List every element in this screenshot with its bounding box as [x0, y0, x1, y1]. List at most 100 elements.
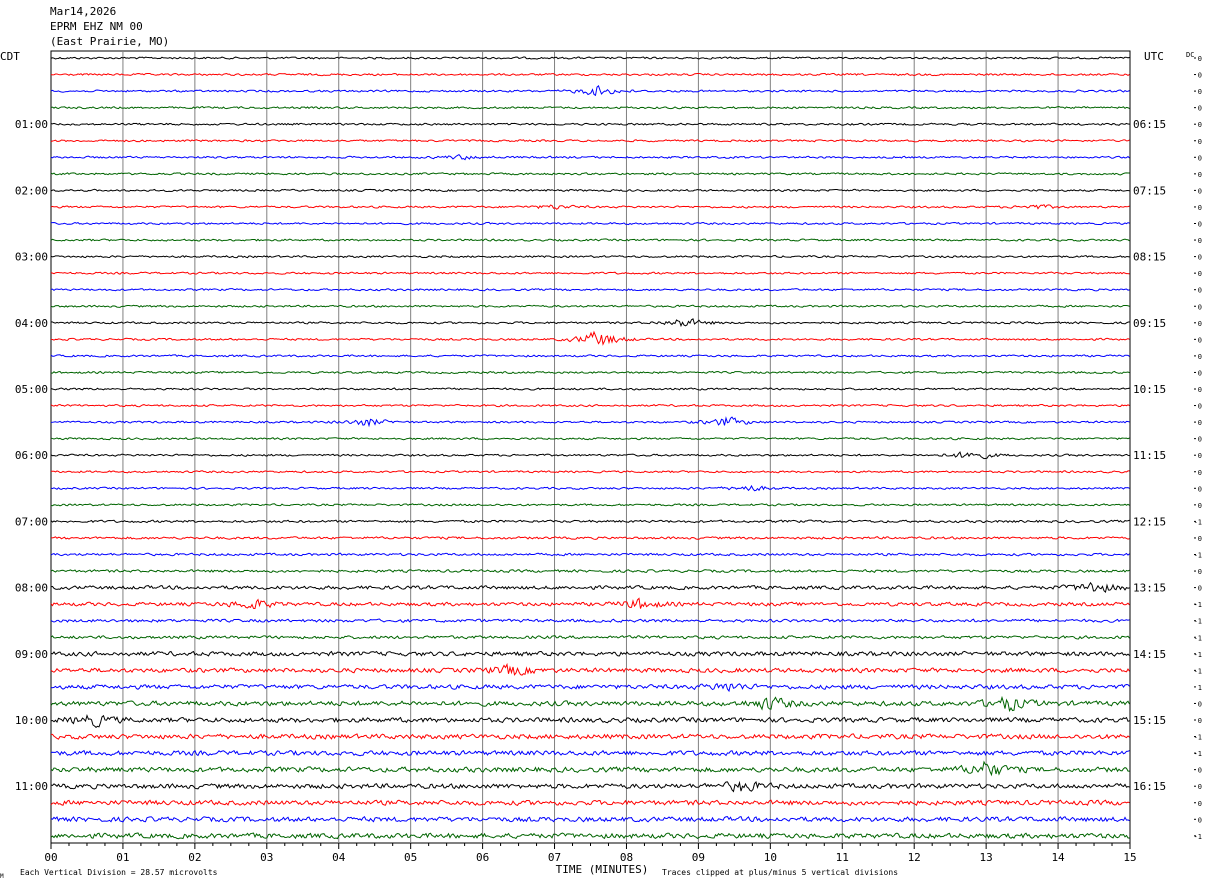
seismic-trace [50, 354, 1130, 358]
dc-offset-label: 0 [1198, 369, 1202, 377]
seismic-trace [50, 682, 1130, 693]
x-tick-label: 12 [908, 851, 921, 864]
seismic-trace [50, 72, 1130, 77]
dc-offset-label: 0 [1198, 800, 1202, 808]
seismic-trace [50, 370, 1130, 375]
dc-offset-label: 0 [1198, 469, 1202, 477]
dc-offset-label: 0 [1198, 700, 1202, 708]
seismic-trace [50, 695, 1130, 713]
x-tick-label: 14 [1051, 851, 1065, 864]
seismic-trace [50, 470, 1130, 474]
dc-offset-label: 0 [1198, 717, 1202, 725]
seismic-trace [50, 204, 1130, 210]
corner-mark: M [0, 873, 4, 880]
header-location: (East Prairie, MO) [50, 35, 170, 48]
left-hour-label: 09:00 [15, 648, 48, 661]
right-hour-label: 11:15 [1133, 449, 1166, 462]
seismic-trace [50, 799, 1130, 806]
x-tick-label: 04 [332, 851, 346, 864]
seismic-trace [50, 635, 1130, 640]
dc-offset-label: 0 [1198, 816, 1202, 824]
dc-offset-label: 0 [1198, 485, 1202, 493]
right-hour-label: 13:15 [1133, 582, 1166, 595]
left-hour-label: 02:00 [15, 184, 48, 197]
scale-text: Each Vertical Division = 28.57 microvolt… [20, 868, 218, 877]
x-tick-label: 08 [620, 851, 633, 864]
seismic-trace [50, 387, 1130, 391]
x-tick-label: 13 [980, 851, 993, 864]
x-tick-label: 11 [836, 851, 849, 864]
grid-lines [50, 50, 1131, 849]
seismic-trace [50, 416, 1130, 428]
dc-offset-label: 0 [1198, 88, 1202, 96]
seismic-trace [50, 760, 1130, 777]
seismic-trace [50, 172, 1130, 176]
dc-offset-label: 0 [1198, 320, 1202, 328]
seismic-trace [50, 536, 1130, 540]
trace-group [50, 56, 1130, 840]
seismic-trace [50, 238, 1130, 242]
right-timezone-label: UTC [1144, 50, 1164, 63]
seismic-trace [50, 650, 1130, 657]
dc-offset-label: -1 [1194, 634, 1202, 642]
dc-offset-label: -1 [1194, 734, 1202, 742]
seismic-trace [50, 503, 1130, 507]
seismic-trace [50, 733, 1130, 740]
seismic-trace [50, 403, 1130, 408]
seismic-trace [50, 714, 1130, 728]
dc-offset-label: -1 [1194, 667, 1202, 675]
dc-offset-label: 0 [1198, 204, 1202, 212]
left-hour-label: 10:00 [15, 714, 48, 727]
x-tick-label: 06 [476, 851, 489, 864]
left-hour-label: 01:00 [15, 118, 48, 131]
dc-offset-label: 0 [1198, 585, 1202, 593]
dc-offset-label: -1 [1194, 750, 1202, 758]
dc-offset-label: -1 [1194, 601, 1202, 609]
dc-offset-label: -1 [1194, 651, 1202, 659]
x-tick-label: 01 [116, 851, 129, 864]
left-hour-label: 05:00 [15, 383, 48, 396]
dc-offset-label: 0 [1198, 154, 1202, 162]
seismic-trace [50, 519, 1130, 524]
dc-offset-label: 0 [1198, 535, 1202, 543]
seismic-trace [50, 271, 1130, 275]
right-hour-label: 07:15 [1133, 184, 1166, 197]
x-tick-label: 00 [44, 851, 57, 864]
seismic-trace [50, 106, 1130, 110]
x-tick-label: 09 [692, 851, 705, 864]
x-axis-label: TIME (MINUTES) [556, 863, 649, 876]
seismic-trace [50, 122, 1130, 126]
seismic-trace [50, 139, 1130, 143]
dc-offset-label: 0 [1198, 105, 1202, 113]
seismic-trace [50, 662, 1130, 676]
x-tick-label: 10 [764, 851, 777, 864]
right-hour-label: 15:15 [1133, 714, 1166, 727]
seismic-trace [50, 749, 1130, 757]
right-hour-label: 16:15 [1133, 780, 1166, 793]
dc-offset-label: 0 [1198, 254, 1202, 262]
seismic-trace [50, 484, 1130, 492]
dc-offset-label: 0 [1198, 287, 1202, 295]
right-hour-label: 10:15 [1133, 383, 1166, 396]
dc-offset-label: 0 [1198, 270, 1202, 278]
seismic-trace [50, 597, 1130, 610]
dc-header-label: DC [1186, 51, 1194, 59]
seismic-trace [50, 318, 1130, 328]
label-group: 0000000000000000000000000000-10-100-1-1-… [0, 50, 1202, 880]
x-tick-label: 05 [404, 851, 417, 864]
seismic-trace [50, 451, 1130, 460]
seismic-trace [50, 552, 1130, 557]
dc-offset-label: -1 [1194, 833, 1202, 841]
dc-offset-label: 0 [1198, 568, 1202, 576]
x-tick-label: 03 [260, 851, 273, 864]
left-hour-label: 11:00 [15, 780, 48, 793]
dc-offset-label: 0 [1198, 767, 1202, 775]
left-hour-label: 07:00 [15, 515, 48, 528]
seismic-trace [50, 288, 1130, 292]
right-hour-label: 14:15 [1133, 648, 1166, 661]
right-hour-label: 08:15 [1133, 251, 1166, 264]
dc-offset-label: 0 [1198, 386, 1202, 394]
seismic-trace [50, 780, 1130, 793]
dc-offset-label: 0 [1198, 221, 1202, 229]
